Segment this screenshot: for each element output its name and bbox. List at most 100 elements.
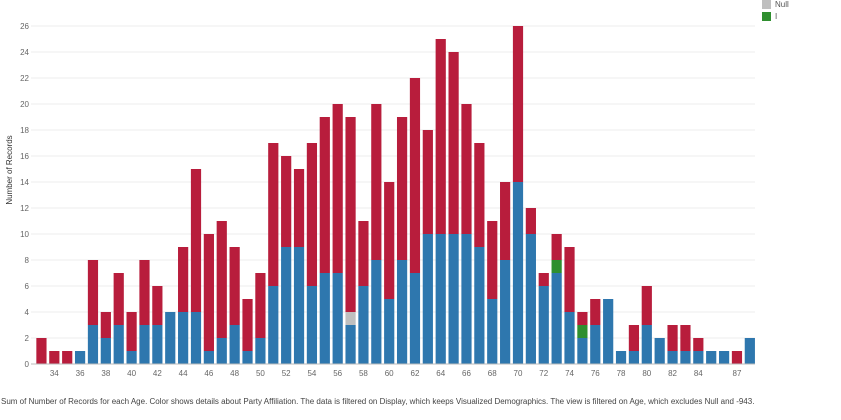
bar-segment-age-76-s3[interactable] (590, 299, 601, 325)
bar-segment-age-50-s0[interactable] (255, 338, 266, 364)
bar-segment-age-48-s3[interactable] (229, 247, 240, 325)
bar-segment-age-86-s0[interactable] (718, 351, 730, 364)
bar-segment-age-46-s0[interactable] (203, 351, 214, 364)
bar-segment-age-70-s3[interactable] (512, 26, 524, 182)
bar-segment-age-53-s0[interactable] (293, 247, 305, 364)
bar-segment-age-68-s3[interactable] (487, 221, 498, 299)
bar-segment-age-52-s3[interactable] (281, 156, 292, 247)
bar-segment-age-34-s3[interactable] (49, 351, 60, 364)
bar-segment-age-37-s3[interactable] (87, 260, 99, 325)
bar-segment-age-44-s0[interactable] (178, 312, 189, 364)
bar-segment-age-60-s3[interactable] (384, 182, 395, 299)
bar-segment-age-61-s3[interactable] (396, 117, 408, 260)
bar-segment-age-84-s3[interactable] (693, 338, 704, 351)
bar-segment-age-75-s0[interactable] (577, 338, 588, 364)
bar-segment-age-88-s0[interactable] (744, 338, 755, 364)
bar-segment-age-52-s0[interactable] (281, 247, 292, 364)
bar-segment-age-74-s0[interactable] (564, 312, 575, 364)
bar-segment-age-43-s0[interactable] (165, 312, 176, 364)
bar-segment-age-60-s0[interactable] (384, 299, 395, 364)
bar-segment-age-42-s3[interactable] (152, 286, 163, 325)
bar-segment-age-59-s3[interactable] (371, 104, 382, 260)
bar-segment-age-56-s3[interactable] (332, 104, 343, 273)
bar-segment-age-51-s0[interactable] (268, 286, 279, 364)
legend-item-null[interactable]: Null (762, 0, 789, 10)
bar-segment-age-38-s3[interactable] (100, 312, 111, 338)
bar-segment-age-49-s0[interactable] (242, 351, 253, 364)
bar-segment-age-51-s3[interactable] (268, 143, 279, 286)
bar-segment-age-63-s3[interactable] (422, 130, 433, 234)
bar-segment-age-71-s0[interactable] (525, 234, 536, 364)
bar-segment-age-39-s0[interactable] (113, 325, 124, 364)
bar-segment-age-62-s3[interactable] (409, 78, 421, 273)
bar-segment-age-75-s2[interactable] (577, 325, 588, 338)
bar-segment-age-54-s3[interactable] (306, 143, 318, 286)
bar-segment-age-58-s0[interactable] (358, 286, 369, 364)
bar-segment-age-73-s0[interactable] (551, 273, 562, 364)
bar-segment-age-83-s0[interactable] (680, 351, 691, 364)
bar-segment-age-67-s0[interactable] (474, 247, 485, 364)
bar-segment-age-54-s0[interactable] (306, 286, 318, 364)
bar-segment-age-64-s3[interactable] (435, 39, 446, 234)
bar-segment-age-45-s0[interactable] (190, 312, 202, 364)
bar-segment-age-47-s3[interactable] (216, 221, 227, 338)
bar-segment-age-40-s3[interactable] (126, 312, 137, 351)
bar-segment-age-61-s0[interactable] (396, 260, 408, 364)
bar-segment-age-40-s0[interactable] (126, 351, 137, 364)
bar-segment-age-82-s0[interactable] (667, 351, 678, 364)
bar-segment-age-33-s3[interactable] (36, 338, 47, 364)
bar-segment-age-82-s3[interactable] (667, 325, 678, 351)
bar-segment-age-83-s3[interactable] (680, 325, 691, 351)
bar-segment-age-46-s3[interactable] (203, 234, 214, 351)
bar-segment-age-74-s3[interactable] (564, 247, 575, 312)
bar-segment-age-42-s0[interactable] (152, 325, 163, 364)
bar-segment-age-58-s3[interactable] (358, 221, 369, 286)
bar-segment-age-66-s3[interactable] (461, 104, 472, 234)
bar-segment-age-48-s0[interactable] (229, 325, 240, 364)
bar-segment-age-39-s3[interactable] (113, 273, 124, 325)
bar-segment-age-37-s0[interactable] (87, 325, 99, 364)
bar-segment-age-41-s0[interactable] (139, 325, 150, 364)
bar-segment-age-55-s0[interactable] (319, 273, 330, 364)
bar-segment-age-78-s0[interactable] (615, 351, 627, 364)
bar-segment-age-70-s0[interactable] (512, 182, 524, 364)
bar-segment-age-57-s0[interactable] (345, 325, 356, 364)
bar-segment-age-87-s3[interactable] (731, 351, 743, 364)
bar-segment-age-73-s2[interactable] (551, 260, 562, 273)
bar-segment-age-57-s1[interactable] (345, 312, 356, 325)
bar-segment-age-68-s0[interactable] (487, 299, 498, 364)
bar-segment-age-65-s3[interactable] (448, 52, 459, 234)
bar-segment-age-72-s3[interactable] (538, 273, 549, 286)
bar-segment-age-80-s0[interactable] (641, 325, 652, 364)
bar-segment-age-59-s0[interactable] (371, 260, 382, 364)
bar-segment-age-47-s0[interactable] (216, 338, 227, 364)
bar-segment-age-65-s0[interactable] (448, 234, 459, 364)
bar-segment-age-35-s3[interactable] (62, 351, 73, 364)
bar-segment-age-67-s3[interactable] (474, 143, 485, 247)
bar-segment-age-79-s0[interactable] (628, 351, 640, 364)
bar-segment-age-69-s0[interactable] (500, 260, 511, 364)
bar-segment-age-77-s0[interactable] (603, 299, 614, 364)
bar-segment-age-69-s3[interactable] (500, 182, 511, 260)
bar-segment-age-55-s3[interactable] (319, 117, 330, 273)
bar-segment-age-36-s0[interactable] (74, 351, 86, 364)
legend-item-i[interactable]: I (762, 10, 789, 22)
bar-segment-age-73-s3[interactable] (551, 234, 562, 260)
bar-segment-age-44-s3[interactable] (178, 247, 189, 312)
bar-segment-age-81-s0[interactable] (654, 338, 665, 364)
bar-segment-age-56-s0[interactable] (332, 273, 343, 364)
bar-segment-age-53-s3[interactable] (293, 169, 305, 247)
bar-segment-age-63-s0[interactable] (422, 234, 433, 364)
bar-segment-age-76-s0[interactable] (590, 325, 601, 364)
bar-segment-age-41-s3[interactable] (139, 260, 150, 325)
bar-segment-age-85-s0[interactable] (706, 351, 717, 364)
bar-segment-age-79-s3[interactable] (628, 325, 640, 351)
bar-segment-age-64-s0[interactable] (435, 234, 446, 364)
bar-segment-age-49-s3[interactable] (242, 299, 253, 351)
bar-segment-age-62-s0[interactable] (409, 273, 421, 364)
bar-segment-age-84-s0[interactable] (693, 351, 704, 364)
bar-segment-age-38-s0[interactable] (100, 338, 111, 364)
bar-segment-age-57-s3[interactable] (345, 117, 356, 312)
bar-segment-age-71-s3[interactable] (525, 208, 536, 234)
bar-segment-age-50-s3[interactable] (255, 273, 266, 338)
